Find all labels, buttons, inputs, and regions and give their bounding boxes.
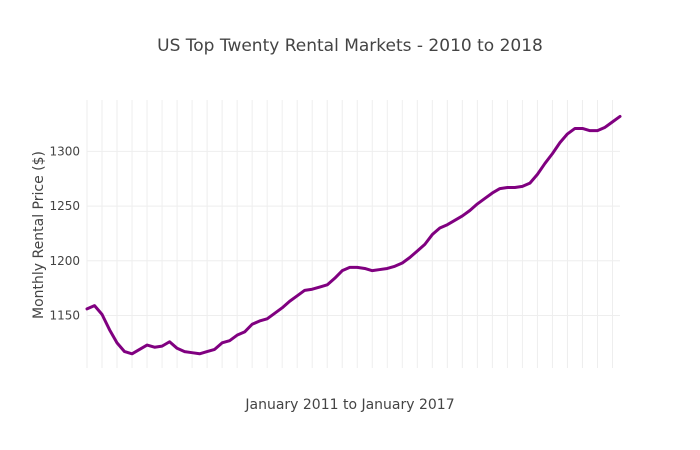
y-axis-title: Monthly Rental Price ($) [31, 151, 47, 319]
y-axis-ticks: 1150 1200 1250 1300 [49, 144, 80, 322]
series-layer [85, 114, 622, 356]
chart-title: US Top Twenty Rental Markets - 2010 to 2… [157, 36, 543, 56]
y-tick-label: 1150 [49, 308, 80, 322]
series-line [85, 114, 622, 356]
vertical-grid [86, 100, 613, 368]
y-tick-label: 1300 [49, 144, 80, 158]
y-tick-label: 1250 [49, 199, 80, 213]
x-axis-title: January 2011 to January 2017 [244, 397, 454, 413]
y-tick-label: 1200 [49, 254, 80, 268]
horizontal-grid [87, 150, 620, 316]
